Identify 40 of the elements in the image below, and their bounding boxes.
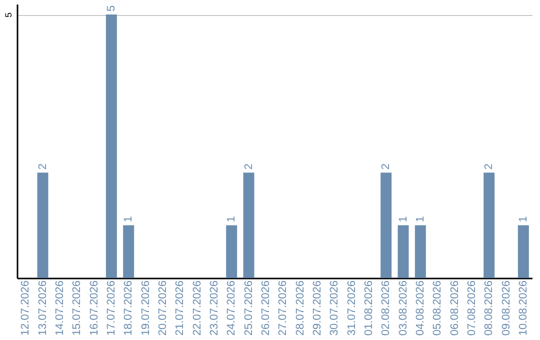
x-tick-label: 02.08.2026 bbox=[380, 280, 392, 336]
x-tick-label: 15.07.2026 bbox=[71, 280, 84, 336]
data-label: 1 bbox=[122, 216, 135, 222]
data-label: 2 bbox=[483, 163, 496, 170]
data-label: 1 bbox=[397, 216, 410, 222]
x-tick-label: 30.07.2026 bbox=[328, 280, 341, 336]
data-label: 2 bbox=[242, 163, 255, 170]
x-tick-label: 04.08.2026 bbox=[414, 280, 426, 336]
x-tick-label: 14.07.2026 bbox=[54, 280, 66, 336]
x-tick-label: 24.07.2026 bbox=[226, 280, 238, 336]
x-tick-label: 26.07.2026 bbox=[260, 280, 272, 336]
data-label: 1 bbox=[517, 216, 530, 222]
x-tick-label: 23.07.2026 bbox=[208, 280, 220, 336]
x-tick-label: 20.07.2026 bbox=[156, 280, 169, 336]
x-tick-label: 31.07.2026 bbox=[346, 280, 358, 336]
x-tick-label: 22.07.2026 bbox=[191, 280, 204, 336]
x-tick-label: 27.07.2026 bbox=[277, 280, 290, 336]
x-tick-label: 05.08.2026 bbox=[432, 280, 444, 336]
x-tick-label: 06.08.2026 bbox=[448, 280, 461, 336]
x-tick-label: 16.07.2026 bbox=[88, 280, 100, 336]
x-tick-label: 07.08.2026 bbox=[466, 280, 478, 336]
data-label: 5 bbox=[105, 5, 118, 12]
data-label: 2 bbox=[36, 163, 49, 170]
x-tick-label: 19.07.2026 bbox=[140, 280, 152, 336]
x-tick-label: 01.08.2026 bbox=[362, 280, 375, 336]
x-tick-label: 10.08.2026 bbox=[517, 280, 530, 336]
data-label: 2 bbox=[380, 163, 392, 170]
data-label: 1 bbox=[414, 216, 426, 222]
x-tick-label: 28.07.2026 bbox=[294, 280, 306, 336]
x-tick-label: 03.08.2026 bbox=[397, 280, 410, 336]
x-tick-label: 09.08.2026 bbox=[500, 280, 512, 336]
x-tick-label: 18.07.2026 bbox=[122, 280, 135, 336]
x-tick-label: 13.07.2026 bbox=[36, 280, 49, 336]
x-tick-label: 17.07.2026 bbox=[105, 280, 118, 336]
x-tick-label: 21.07.2026 bbox=[174, 280, 186, 336]
x-tick-label: 12.07.2026 bbox=[20, 280, 32, 336]
data-label: 1 bbox=[226, 216, 238, 222]
x-tick-label: 25.07.2026 bbox=[242, 280, 255, 336]
x-tick-label: 29.07.2026 bbox=[311, 280, 324, 336]
x-tick-label: 08.08.2026 bbox=[483, 280, 496, 336]
